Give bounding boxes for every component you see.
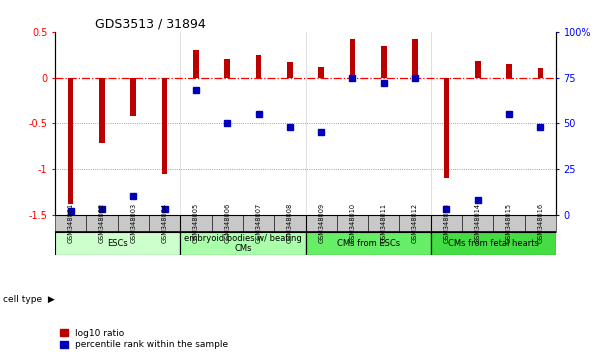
- Text: GSM348004: GSM348004: [161, 203, 167, 243]
- FancyBboxPatch shape: [243, 215, 274, 232]
- Bar: [349, 39, 355, 78]
- Text: cell type  ▶: cell type ▶: [3, 295, 55, 304]
- FancyBboxPatch shape: [55, 232, 180, 255]
- Text: CMs from ESCs: CMs from ESCs: [337, 239, 400, 248]
- Bar: [99, 78, 104, 143]
- FancyBboxPatch shape: [274, 215, 306, 232]
- Bar: [318, 67, 324, 78]
- FancyBboxPatch shape: [525, 215, 556, 232]
- Text: GSM348010: GSM348010: [349, 203, 356, 243]
- Text: GSM348016: GSM348016: [537, 203, 543, 243]
- Bar: [538, 68, 543, 78]
- FancyBboxPatch shape: [368, 215, 400, 232]
- FancyBboxPatch shape: [400, 215, 431, 232]
- Bar: [256, 55, 262, 78]
- Legend: log10 ratio, percentile rank within the sample: log10 ratio, percentile rank within the …: [59, 329, 228, 349]
- Text: ESCs: ESCs: [108, 239, 128, 248]
- Text: GSM348013: GSM348013: [444, 203, 450, 243]
- FancyBboxPatch shape: [493, 215, 525, 232]
- Bar: [475, 61, 480, 78]
- Bar: [224, 59, 230, 78]
- Text: CMs from fetal hearts: CMs from fetal hearts: [448, 239, 539, 248]
- Text: GSM348012: GSM348012: [412, 203, 418, 243]
- Bar: [507, 64, 512, 78]
- FancyBboxPatch shape: [337, 215, 368, 232]
- FancyBboxPatch shape: [431, 215, 462, 232]
- FancyBboxPatch shape: [180, 232, 306, 255]
- FancyBboxPatch shape: [55, 215, 86, 232]
- Text: GSM348001: GSM348001: [68, 203, 74, 243]
- FancyBboxPatch shape: [306, 215, 337, 232]
- Text: GSM348015: GSM348015: [506, 203, 512, 243]
- Text: GSM348007: GSM348007: [255, 203, 262, 243]
- Bar: [412, 39, 418, 78]
- Bar: [444, 78, 449, 178]
- Text: GSM348006: GSM348006: [224, 203, 230, 243]
- FancyBboxPatch shape: [149, 215, 180, 232]
- FancyBboxPatch shape: [117, 215, 149, 232]
- Text: GSM348011: GSM348011: [381, 203, 387, 243]
- Bar: [193, 50, 199, 78]
- FancyBboxPatch shape: [211, 215, 243, 232]
- Text: GSM348008: GSM348008: [287, 203, 293, 243]
- Bar: [162, 78, 167, 173]
- Text: GSM348005: GSM348005: [193, 203, 199, 243]
- Text: GSM348002: GSM348002: [99, 203, 105, 243]
- Bar: [381, 46, 387, 78]
- Bar: [68, 78, 73, 204]
- FancyBboxPatch shape: [86, 215, 117, 232]
- FancyBboxPatch shape: [431, 232, 556, 255]
- Text: GSM348009: GSM348009: [318, 203, 324, 243]
- FancyBboxPatch shape: [462, 215, 493, 232]
- Text: GSM348003: GSM348003: [130, 203, 136, 243]
- Text: embryoid bodies w/ beating
CMs: embryoid bodies w/ beating CMs: [184, 234, 302, 253]
- Text: GSM348014: GSM348014: [475, 203, 481, 243]
- Bar: [287, 62, 293, 78]
- FancyBboxPatch shape: [180, 215, 211, 232]
- Text: GDS3513 / 31894: GDS3513 / 31894: [95, 18, 206, 31]
- FancyBboxPatch shape: [306, 232, 431, 255]
- Bar: [131, 78, 136, 116]
